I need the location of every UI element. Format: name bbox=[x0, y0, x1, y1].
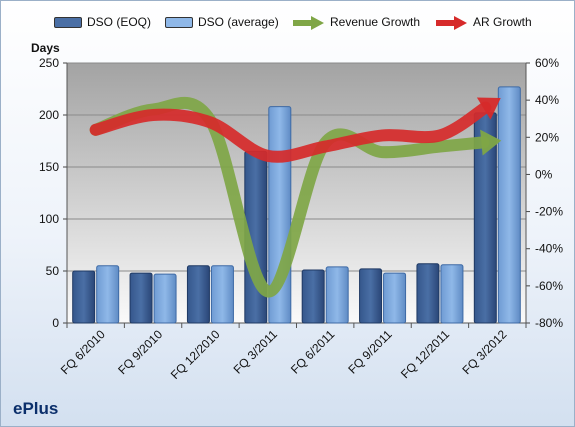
x-axis-category-label: FQ 12/2010 bbox=[168, 327, 223, 382]
bar-dso-average bbox=[440, 264, 464, 324]
right-axis-tick-label: -80% bbox=[535, 316, 563, 330]
right-axis-tick-label: 0% bbox=[535, 167, 553, 181]
bar-dso-eoq bbox=[129, 272, 153, 324]
legend-label-dso-avg: DSO (average) bbox=[198, 15, 279, 29]
bar-dso-eoq bbox=[301, 269, 325, 324]
right-axis-tick-label: 40% bbox=[535, 93, 559, 107]
x-axis-category-label: FQ 12/2011 bbox=[398, 327, 452, 381]
legend-label-dso-eoq: DSO (EOQ) bbox=[87, 15, 152, 29]
legend-item-revenue-growth: Revenue Growth bbox=[291, 15, 420, 30]
revenue-growth-arrowhead bbox=[480, 129, 502, 156]
bar-dso-average bbox=[210, 265, 234, 324]
legend-label-revenue-growth: Revenue Growth bbox=[330, 15, 421, 29]
legend-swatch-dso-avg bbox=[165, 17, 193, 29]
left-axis-tick-label: 150 bbox=[39, 160, 59, 174]
ar-growth-line bbox=[89, 101, 492, 163]
x-axis-category-label: FQ 9/2011 bbox=[345, 327, 395, 377]
left-axis-tick-label: 250 bbox=[39, 56, 59, 70]
company-name: ePlus bbox=[13, 399, 59, 418]
bar-dso-eoq bbox=[186, 265, 210, 324]
left-axis-tick-label: 0 bbox=[52, 316, 59, 330]
right-axis-tick-label: 60% bbox=[535, 56, 559, 70]
x-axis-category-label: FQ 3/2011 bbox=[231, 327, 281, 377]
legend-item-dso-avg: DSO (average) bbox=[165, 15, 279, 29]
legend-item-dso-eoq: DSO (EOQ) bbox=[54, 15, 151, 29]
legend-item-ar-growth: AR Growth bbox=[434, 15, 532, 30]
legend-arrow-revenue-growth bbox=[293, 15, 324, 30]
bar-dso-average bbox=[153, 273, 177, 324]
x-axis-category-label: FQ 6/2011 bbox=[288, 327, 338, 377]
left-axis-tick-label: 50 bbox=[46, 264, 60, 278]
revenue-growth-line bbox=[89, 97, 490, 298]
right-axis-tick-label: -40% bbox=[535, 242, 563, 256]
ar-growth-arrowhead bbox=[476, 97, 501, 120]
left-axis-tick-label: 100 bbox=[39, 212, 59, 226]
right-axis-tick-label: -20% bbox=[535, 205, 563, 219]
right-axis-tick-label: -60% bbox=[535, 279, 563, 293]
x-axis-category-label: FQ 3/2012 bbox=[459, 327, 509, 377]
legend-arrow-ar-growth bbox=[436, 15, 467, 30]
bar-dso-eoq bbox=[416, 263, 440, 324]
bar-dso-average bbox=[96, 265, 120, 324]
bar-dso-eoq bbox=[359, 268, 383, 324]
bar-dso-eoq bbox=[72, 270, 96, 324]
y-axis-title: Days bbox=[31, 41, 60, 55]
legend-label-ar-growth: AR Growth bbox=[473, 15, 532, 29]
legend-swatch-dso-eoq bbox=[54, 17, 82, 29]
bar-dso-average bbox=[497, 86, 521, 324]
right-axis-tick-label: 20% bbox=[535, 130, 559, 144]
bar-dso-average bbox=[325, 266, 349, 324]
legend: DSO (EOQ) DSO (average) Revenue Growth A… bbox=[1, 15, 574, 35]
x-axis-category-label: FQ 9/2010 bbox=[115, 327, 165, 377]
x-axis-category-label: FQ 6/2010 bbox=[58, 327, 108, 377]
bar-dso-average bbox=[383, 272, 407, 324]
left-axis-tick-label: 200 bbox=[39, 108, 59, 122]
